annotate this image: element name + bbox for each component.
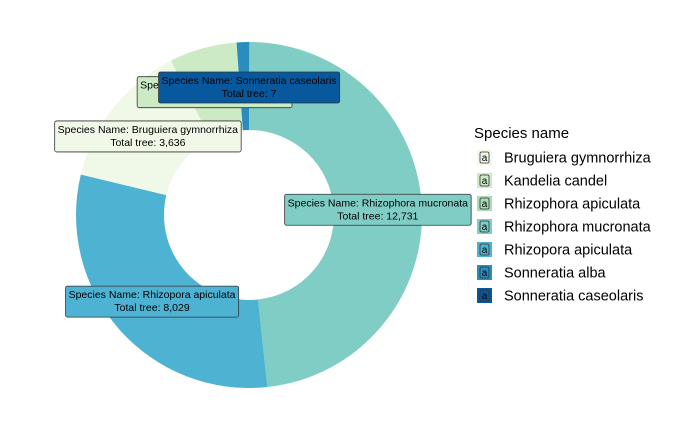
legend-item-rhizophora-mucronata: a Rhizophora mucronata [477,219,652,236]
legend-key-glyph-box [479,243,490,256]
legend-item-kandelia-candel: a Kandelia candel [477,173,607,190]
label-box [284,193,472,226]
label-total-tree: Total tree: 3,636 [110,137,185,149]
label-total-tree: Total tree: 12,731 [337,210,418,222]
legend-item-sonneratia-alba: a Sonneratia alba [477,265,607,282]
label-box [65,285,240,318]
legend: Species name a Bruguiera gymnorrhiza a Kand… [474,125,652,305]
label-total-tree: Total tree: 7 [222,88,277,100]
legend-key-glyph: a [482,291,488,302]
legend-label: Bruguiera gymnorrhiza [504,151,652,167]
label-bruguiera-gymnorrhiza: Species Name: Bruguiera gymnorrhizaTotal… [54,120,242,153]
legend-label: Rhizopora apiculata [504,243,633,259]
legend-key-glyph-box [479,174,490,187]
legend-label: Rhizophora mucronata [504,220,652,236]
legend-key-glyph-box [479,197,490,210]
label-species-name: Species Name: Rhizopora apiculata [69,289,236,301]
legend-items: a Bruguiera gymnorrhiza a Kandelia candel a R… [477,150,652,305]
label-species-name: Species Name: Bruguiera gymnorrhiza [58,124,238,136]
legend-key-glyph-box [479,151,490,164]
legend-label: Kandelia candel [504,174,607,190]
legend-key-glyph-box [479,289,490,302]
legend-key-glyph: a [482,268,488,279]
legend-label: Sonneratia caseolaris [504,289,643,305]
legend-key-glyph-box [479,266,490,279]
label-total-tree: Total tree: 8,029 [114,302,189,314]
label-rhizophora-mucronata: Species Name: Rhizophora mucronataTotal … [284,193,472,226]
legend-label: Sonneratia alba [504,266,607,282]
legend-key-glyph-box [479,220,490,233]
legend-item-bruguiera-gymnorrhiza: a Bruguiera gymnorrhiza [477,150,652,167]
legend-key-glyph: a [482,245,488,256]
legend-item-sonneratia-caseolaris: a Sonneratia caseolaris [477,288,643,305]
label-sonneratia-caseolaris: Species Name: Sonneratia caseolarisTotal… [158,71,341,104]
legend-item-rhizophora-apiculata: a Rhizophora apiculata [477,196,641,213]
label-species-name: Species Name: Sonneratia caseolaris [162,75,337,87]
legend-key-glyph: a [482,222,488,233]
legend-key-glyph: a [482,199,488,210]
label-box [158,71,341,104]
slice-rhizopora-apiculata [75,174,268,388]
label-species-name: Species Name: Rhizophora mucronata [288,197,469,209]
legend-item-rhizopora-apiculata: a Rhizopora apiculata [477,242,633,259]
label-box [54,120,242,153]
legend-title: Species name [474,125,569,142]
legend-label: Rhizophora apiculata [504,197,641,213]
legend-key-glyph: a [482,176,488,187]
legend-key-glyph: a [482,153,488,164]
slice-labels: Species Name: Kandelia candelTotal tree:… [54,71,472,318]
